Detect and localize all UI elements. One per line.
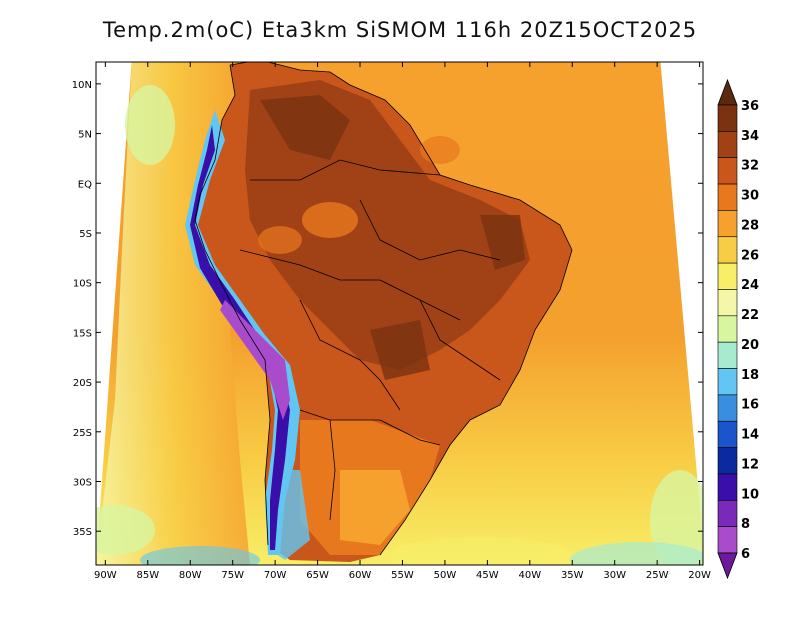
lat-tick-label: 10N <box>72 80 92 91</box>
lon-tick-label: 60W <box>349 570 372 581</box>
lon-tick-label: 30W <box>603 570 626 581</box>
colorbar-label: 30 <box>741 189 759 204</box>
lon-tick-label: 55W <box>391 570 414 581</box>
colorbar-label: 20 <box>741 338 759 353</box>
lon-tick-label: 45W <box>476 570 499 581</box>
colorbar: 36 34 32 30 28 26 24 22 20 18 16 14 12 10 8 6 <box>717 78 759 580</box>
lon-tick-label: 20W <box>688 570 711 581</box>
latitude-axis: 10N 5N EQ 5S 10S 15S 20S 25S 30S 35S <box>72 80 703 538</box>
lon-tick-label: 65W <box>306 570 329 581</box>
lon-tick-label: 80W <box>179 570 202 581</box>
map-title: Temp.2m(oC) Eta3km SiSMOM 116h 20Z15OCT2… <box>102 18 698 42</box>
lon-tick-label: 35W <box>561 570 584 581</box>
lon-tick-label: 70W <box>264 570 287 581</box>
colorbar-segment <box>717 420 738 448</box>
colorbar-segment <box>717 499 738 527</box>
colorbar-segment <box>717 315 738 343</box>
colorbar-label: 18 <box>741 368 759 383</box>
colorbar-top-arrow <box>717 78 738 106</box>
lon-tick-label: 50W <box>434 570 457 581</box>
colorbar-label: 16 <box>741 398 759 413</box>
colorbar-segment <box>717 210 738 238</box>
colorbar-segment <box>717 157 738 185</box>
colorbar-label: 8 <box>741 517 750 532</box>
lon-tick-label: 90W <box>94 570 117 581</box>
longitude-axis: 90W 85W 80W 75W 70W 65W 60W 55W 50W 45W 40W 35W 30W 2… <box>94 62 711 581</box>
lon-tick-label: 85W <box>136 570 159 581</box>
colorbar-segment <box>717 341 738 369</box>
colorbar-segment <box>717 131 738 159</box>
colorbar-label: 26 <box>741 248 759 263</box>
colorbar-segment <box>717 394 738 422</box>
colorbar-label: 32 <box>741 159 759 174</box>
colorbar-segment <box>717 368 738 396</box>
lat-tick-label: EQ <box>78 179 92 190</box>
lat-tick-label: 25S <box>73 428 92 439</box>
colorbar-label: 34 <box>741 129 759 144</box>
colorbar-label: 6 <box>741 547 750 562</box>
colorbar-segment <box>717 473 738 501</box>
colorbar-bottom-arrow <box>717 552 738 580</box>
lat-tick-label: 5S <box>79 229 92 240</box>
lat-tick-label: 15S <box>73 328 92 339</box>
colorbar-segment <box>717 289 738 317</box>
colorbar-segment <box>717 447 738 475</box>
lat-tick-label: 5N <box>78 130 92 141</box>
colorbar-segment <box>717 104 738 132</box>
colorbar-label: 36 <box>741 99 759 114</box>
colorbar-label: 24 <box>741 278 759 293</box>
lon-tick-label: 75W <box>221 570 244 581</box>
lon-tick-label: 25W <box>646 570 669 581</box>
map-frame <box>95 61 704 566</box>
colorbar-label: 22 <box>741 308 759 323</box>
lat-tick-label: 30S <box>73 477 92 488</box>
lat-tick-label: 35S <box>73 527 92 538</box>
colorbar-label: 10 <box>741 487 759 502</box>
colorbar-segment <box>717 262 738 290</box>
colorbar-label: 14 <box>741 428 759 443</box>
colorbar-segment <box>717 183 738 211</box>
lon-tick-label: 40W <box>519 570 542 581</box>
colorbar-label: 28 <box>741 218 759 233</box>
lat-tick-label: 10S <box>73 279 92 290</box>
colorbar-segment <box>717 236 738 264</box>
colorbar-label: 12 <box>741 457 759 472</box>
country-borders <box>194 62 573 556</box>
map-domain <box>96 62 703 565</box>
colorbar-segment <box>717 526 738 554</box>
lat-tick-label: 20S <box>73 378 92 389</box>
